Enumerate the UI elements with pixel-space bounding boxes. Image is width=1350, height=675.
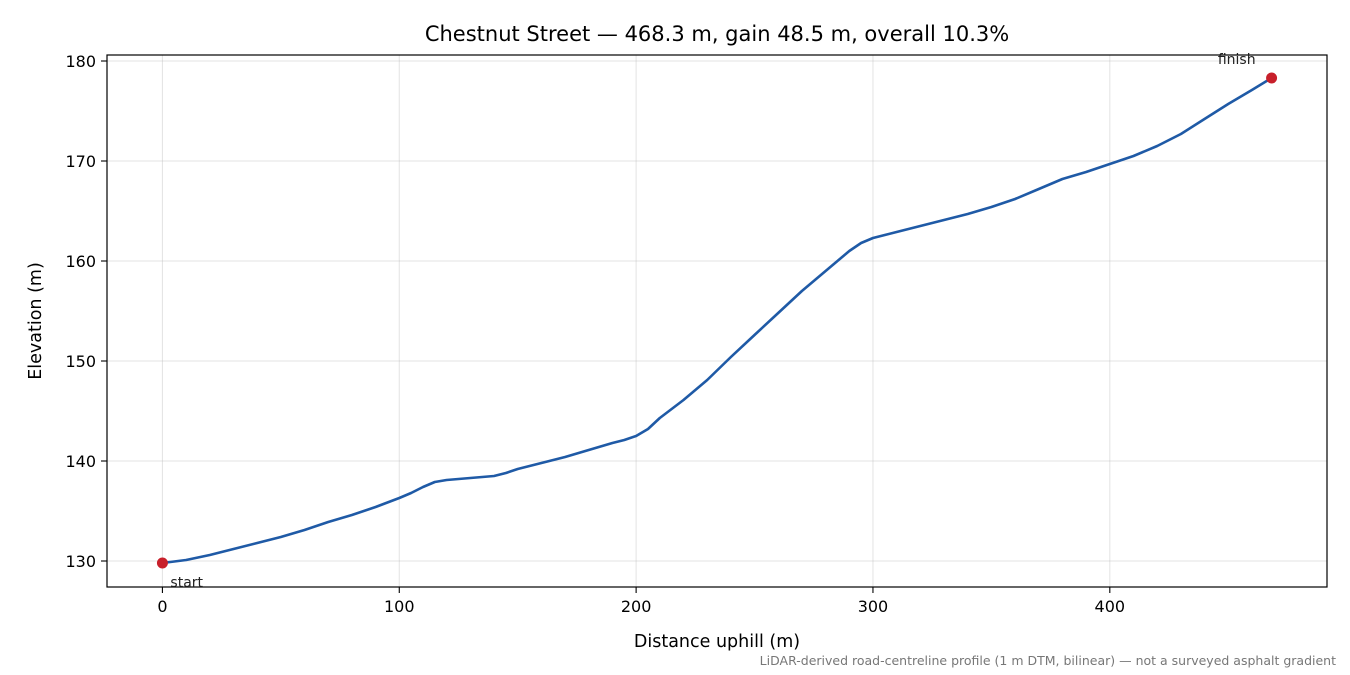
start-marker <box>156 557 168 569</box>
x-tick-label: 400 <box>1095 597 1126 616</box>
y-tick-label: 130 <box>65 552 96 571</box>
y-axis-label: Elevation (m) <box>26 262 46 380</box>
x-axis-ticks: 0 100 200 300 400 <box>157 587 1125 616</box>
chart-footnote: LiDAR-derived road-centreline profile (1… <box>760 653 1336 668</box>
chart-title: Chestnut Street — 468.3 m, gain 48.5 m, … <box>425 22 1009 46</box>
start-annotation: start <box>170 575 203 591</box>
x-tick-label: 100 <box>384 597 415 616</box>
y-tick-label: 160 <box>65 252 96 271</box>
y-tick-label: 170 <box>65 152 96 171</box>
x-tick-label: 200 <box>621 597 652 616</box>
y-tick-label: 180 <box>65 52 96 71</box>
x-tick-label: 300 <box>858 597 889 616</box>
finish-marker <box>1266 72 1278 84</box>
y-tick-label: 150 <box>65 352 96 371</box>
plot-area-frame <box>106 54 1328 588</box>
x-axis-label: Distance uphill (m) <box>634 632 800 652</box>
y-tick-label: 140 <box>65 452 96 471</box>
y-axis-ticks: 130 140 150 160 170 180 <box>65 52 107 571</box>
finish-annotation: finish <box>1218 52 1256 68</box>
endpoint-markers: start finish <box>156 52 1278 591</box>
grid-lines <box>107 55 1327 587</box>
x-tick-label: 0 <box>157 597 167 616</box>
elevation-series-line <box>161 76 1273 565</box>
